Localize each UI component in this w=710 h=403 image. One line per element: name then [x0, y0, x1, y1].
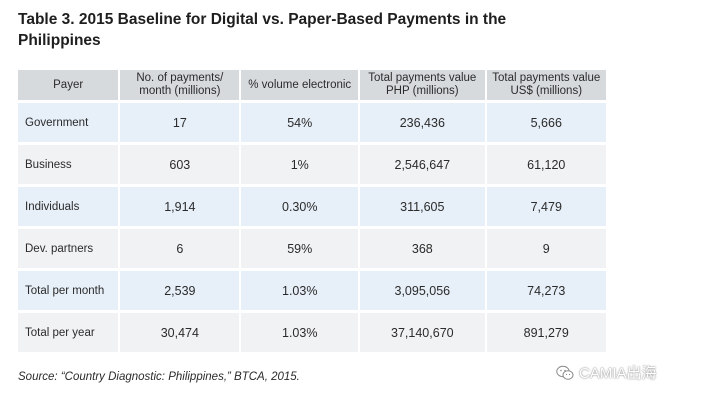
table-cell: 1.03%: [241, 268, 361, 310]
table-cell: 17: [120, 100, 242, 142]
table-cell: 74,273: [486, 268, 606, 310]
table-cell: 5,666: [486, 100, 606, 142]
header-value-php: Total payments value PHP (millions): [360, 70, 487, 100]
row-label: Government: [18, 100, 121, 142]
table-cell: 603: [120, 142, 242, 184]
table-row: Dev. partners 6 59% 368 9: [18, 226, 606, 268]
watermark: CAMIA出海: [556, 362, 657, 383]
table-row: Government 17 54% 236,436 5,666: [18, 100, 606, 142]
table-cell: 0.30%: [241, 184, 361, 226]
table-row: Total per month 2,539 1.03% 3,095,056 74…: [18, 268, 606, 310]
table-cell: 368: [360, 226, 487, 268]
table-cell: 6: [120, 226, 242, 268]
table-row: Individuals 1,914 0.30% 311,605 7,479: [18, 184, 606, 226]
row-label: Business: [18, 142, 121, 184]
header-value-usd: Total payments value US$ (millions): [486, 70, 606, 100]
row-label: Total per year: [18, 310, 121, 352]
table-row: Total per year 30,474 1.03% 37,140,670 8…: [18, 310, 606, 352]
table-cell: 3,095,056: [360, 268, 487, 310]
table-cell: 7,479: [486, 184, 606, 226]
header-volume-electronic: % volume electronic: [241, 70, 361, 100]
table-cell: 30,474: [120, 310, 242, 352]
table-title: Table 3. 2015 Baseline for Digital vs. P…: [18, 11, 507, 49]
table-cell: 1,914: [120, 184, 242, 226]
row-label: Total per month: [18, 268, 121, 310]
table-cell: 54%: [241, 100, 361, 142]
table-cell: 9: [486, 226, 606, 268]
table-cell: 1.03%: [241, 310, 361, 352]
header-payer: Payer: [18, 70, 121, 100]
payments-table: Payer No. of payments/ month (millions) …: [18, 70, 606, 352]
row-label: Individuals: [18, 184, 121, 226]
table-header-row: Payer No. of payments/ month (millions) …: [18, 70, 606, 100]
wechat-icon: [556, 365, 574, 380]
table-cell: 236,436: [360, 100, 487, 142]
table-cell: 2,546,647: [360, 142, 487, 184]
watermark-text: CAMIA出海: [579, 365, 657, 382]
header-payments-per-month: No. of payments/ month (millions): [120, 70, 242, 100]
source-note: Source: “Country Diagnostic: Philippines…: [18, 371, 300, 383]
table-cell: 37,140,670: [360, 310, 487, 352]
table-cell: 59%: [241, 226, 361, 268]
row-label: Dev. partners: [18, 226, 121, 268]
table-cell: 311,605: [360, 184, 487, 226]
table-row: Business 603 1% 2,546,647 61,120: [18, 142, 606, 184]
table-cell: 2,539: [120, 268, 242, 310]
table-cell: 891,279: [486, 310, 606, 352]
table-cell: 61,120: [486, 142, 606, 184]
table-cell: 1%: [241, 142, 361, 184]
